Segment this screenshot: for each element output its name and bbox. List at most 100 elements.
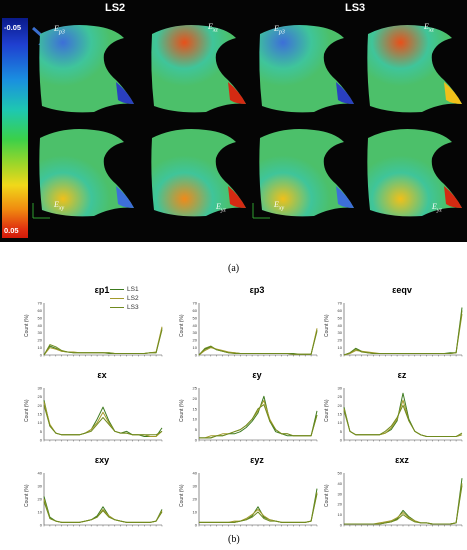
label-symbol: E [216, 202, 221, 211]
series-line-ls1 [199, 395, 318, 439]
y-tick-label: 20 [193, 396, 198, 401]
y-tick-label: 20 [38, 403, 43, 408]
legend-swatch [110, 288, 124, 291]
chart-title: εeqv [392, 285, 412, 295]
strain-hotspot [228, 82, 246, 104]
y-tick-label: 50 [38, 315, 43, 320]
colorbar-max-label: -0.05 [4, 23, 22, 32]
series-line-ls1 [343, 307, 463, 356]
y-tick-label: 20 [338, 403, 343, 408]
histogram-chart: εx Count (%) 0 5 10 15 20 25 30 [24, 370, 170, 450]
y-tick-label: 10 [338, 345, 343, 350]
series-line-ls2 [344, 483, 463, 525]
y-tick-label: 0 [195, 523, 198, 528]
header-ls3: LS3 [345, 2, 366, 14]
y-tick-label: 20 [338, 338, 343, 343]
y-tick-label: 40 [38, 323, 43, 328]
axis-triad-icon [252, 203, 270, 219]
series-line-ls1 [199, 488, 318, 523]
bone-section-shape [367, 129, 462, 217]
label-subscript: yz [436, 207, 442, 214]
y-tick-label: 10 [38, 420, 43, 425]
strain-map-image [254, 124, 358, 222]
y-tick-label: 0 [340, 353, 343, 358]
label-subscript: yz [220, 207, 226, 214]
series-line-ls2 [198, 328, 318, 356]
bone-section-shape [259, 129, 354, 217]
legend-label: LS1 [127, 286, 139, 293]
histogram-chart: εxy Count (%) 0 10 20 30 40 [24, 455, 170, 535]
y-tick-label: 50 [338, 471, 343, 476]
histogram-chart: εeqv Count (%) 0 10 20 30 40 50 60 70 [324, 285, 467, 365]
y-tick-label: 40 [193, 323, 198, 328]
y-tick-label: 40 [338, 323, 343, 328]
series-line-ls3 [43, 405, 163, 436]
y-tick-label: 30 [38, 484, 43, 489]
legend-label: LS2 [127, 295, 139, 302]
y-tick-label: 50 [338, 315, 343, 320]
series-line-ls1 [198, 329, 318, 356]
series-line-ls1 [344, 478, 463, 525]
series-line-ls1 [43, 399, 163, 437]
strain-map-label: Eyz [216, 202, 226, 214]
y-tick-label: 10 [38, 510, 43, 515]
histogram-chart: εz Count (%) 0 5 10 15 20 25 30 [324, 370, 467, 450]
series-line-ls2 [343, 314, 463, 356]
label-subscript: p3 [58, 29, 65, 36]
strain-map-label: Exy [274, 200, 284, 212]
histogram-chart: εy Count (%) 0 5 10 15 20 25 [179, 370, 325, 450]
y-tick-label: 5 [40, 429, 43, 434]
y-tick-label: 30 [193, 330, 198, 335]
legend-item-ls2: LS2 [110, 294, 139, 303]
label-subscript: xy [58, 205, 65, 212]
strain-maps-panel: LS2 LS3 -0.05 0.05 Ep3 Exz Ep3 Exz Exy Eyz Exy… [0, 0, 467, 242]
y-tick-label: 30 [193, 484, 198, 489]
y-tick-label: 40 [338, 481, 343, 486]
caption-a: (a) [228, 263, 240, 274]
colorbar-min-label: 0.05 [4, 226, 19, 235]
series-line-ls3 [344, 485, 463, 525]
strain-hotspot [444, 82, 462, 104]
header-ls2: LS2 [105, 2, 126, 14]
strain-map-image [34, 124, 138, 222]
histogram-chart: εyz Count (%) 0 10 20 30 40 [179, 455, 325, 535]
label-symbol: E [424, 22, 429, 31]
y-tick-label: 70 [38, 301, 43, 306]
chart-title: εxy [94, 455, 110, 465]
axes-frame [343, 473, 462, 526]
strain-map-label: Exy [54, 200, 64, 212]
bone-section-shape [367, 25, 462, 113]
y-tick-label: 0 [195, 438, 198, 443]
y-tick-label: 20 [193, 338, 198, 343]
y-tick-label: 30 [38, 386, 43, 391]
y-tick-label: 20 [193, 497, 198, 502]
label-subscript: xy [278, 205, 285, 212]
legend: LS1 LS2 LS3 [110, 285, 139, 312]
series-line-ls3 [343, 404, 463, 437]
legend-label: LS3 [127, 304, 139, 311]
strain-hotspot [444, 186, 462, 208]
caption-b: (b) [228, 534, 240, 545]
y-tick-label: 15 [38, 412, 43, 417]
axes-frame [343, 303, 462, 356]
label-subscript: xz [212, 27, 218, 34]
y-tick-label: 10 [193, 417, 198, 422]
series-line-ls3 [199, 404, 318, 439]
label-subscript: xz [428, 27, 434, 34]
y-tick-label: 20 [338, 502, 343, 507]
series-line-ls3 [199, 493, 318, 523]
y-tick-label: 10 [38, 345, 43, 350]
strain-hotspot [228, 186, 246, 208]
axis-triad-icon [32, 203, 50, 219]
y-tick-label: 40 [38, 471, 43, 476]
y-tick-label: 10 [338, 512, 343, 517]
y-tick-label: 0 [340, 438, 343, 443]
y-tick-label: 30 [38, 330, 43, 335]
axes-frame [343, 388, 462, 441]
axes-frame [198, 388, 317, 441]
y-tick-label: 15 [338, 412, 343, 417]
label-symbol: E [432, 202, 437, 211]
y-tick-label: 0 [195, 353, 198, 358]
series-line-ls3 [43, 329, 163, 356]
y-tick-label: 40 [193, 471, 198, 476]
